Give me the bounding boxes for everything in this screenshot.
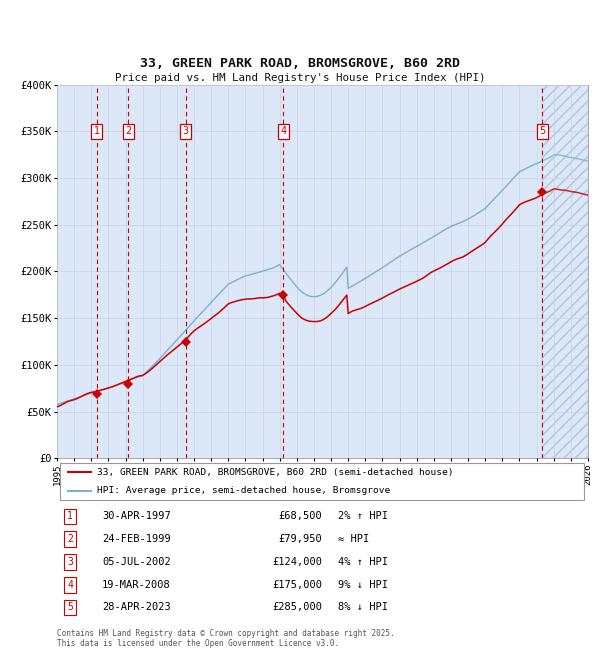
Text: 3: 3 [67,557,73,567]
FancyBboxPatch shape [59,463,584,500]
Text: 4: 4 [67,580,73,590]
Text: 1: 1 [94,126,100,136]
Text: £79,950: £79,950 [279,534,323,544]
Text: £68,500: £68,500 [279,512,323,521]
Text: ≈ HPI: ≈ HPI [338,534,370,544]
Text: 8% ↓ HPI: 8% ↓ HPI [338,603,388,612]
Text: 05-JUL-2002: 05-JUL-2002 [102,557,171,567]
Text: Contains HM Land Registry data © Crown copyright and database right 2025.
This d: Contains HM Land Registry data © Crown c… [57,629,395,648]
Text: £124,000: £124,000 [272,557,323,567]
Text: 3: 3 [182,126,189,136]
Text: 4% ↑ HPI: 4% ↑ HPI [338,557,388,567]
Text: £175,000: £175,000 [272,580,323,590]
Text: 9% ↓ HPI: 9% ↓ HPI [338,580,388,590]
Text: 5: 5 [539,126,545,136]
Text: 5: 5 [67,603,73,612]
Text: 33, GREEN PARK ROAD, BROMSGROVE, B60 2RD: 33, GREEN PARK ROAD, BROMSGROVE, B60 2RD [140,57,460,70]
Text: 30-APR-1997: 30-APR-1997 [102,512,171,521]
Text: 2: 2 [67,534,73,544]
Text: 1: 1 [67,512,73,521]
Text: 19-MAR-2008: 19-MAR-2008 [102,580,171,590]
Bar [542,84,588,458]
Text: HPI: Average price, semi-detached house, Bromsgrove: HPI: Average price, semi-detached house,… [97,486,390,495]
Text: £285,000: £285,000 [272,603,323,612]
Text: 4: 4 [280,126,287,136]
Text: 2: 2 [125,126,131,136]
Text: 28-APR-2023: 28-APR-2023 [102,603,171,612]
Text: 33, GREEN PARK ROAD, BROMSGROVE, B60 2RD (semi-detached house): 33, GREEN PARK ROAD, BROMSGROVE, B60 2RD… [97,468,454,477]
Text: 2% ↑ HPI: 2% ↑ HPI [338,512,388,521]
Text: 24-FEB-1999: 24-FEB-1999 [102,534,171,544]
Text: Price paid vs. HM Land Registry's House Price Index (HPI): Price paid vs. HM Land Registry's House … [115,73,485,83]
